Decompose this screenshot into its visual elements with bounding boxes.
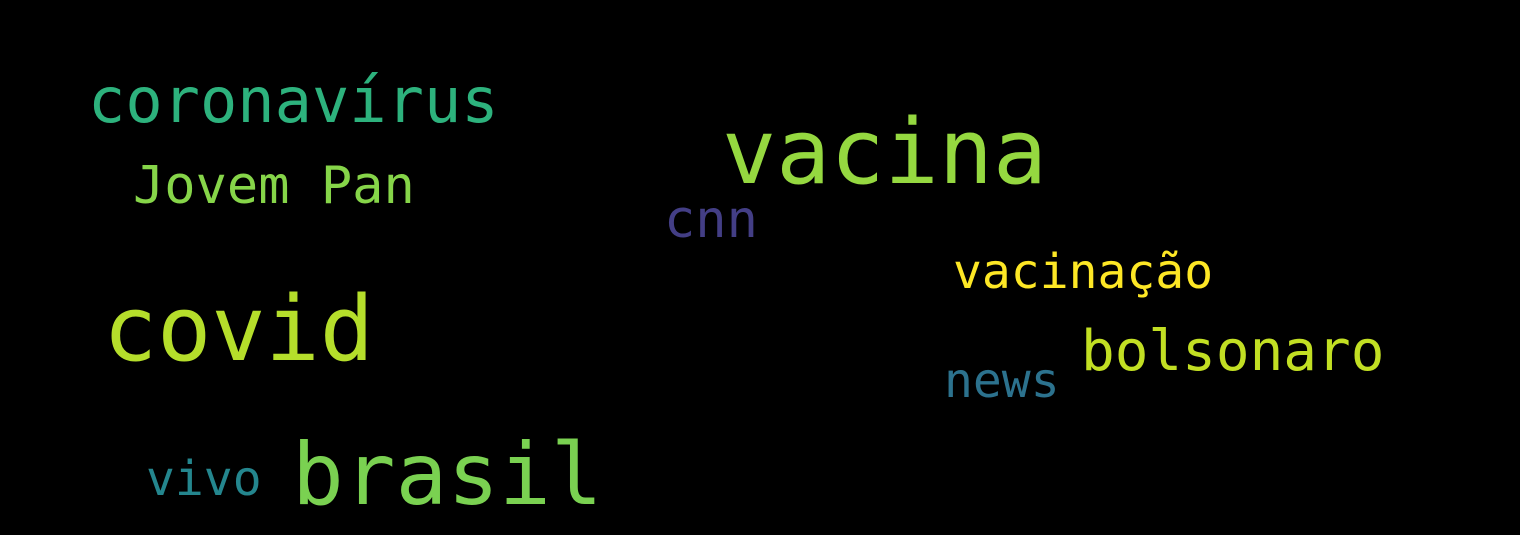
word-bolsonaro: bolsonaro [1081, 319, 1385, 384]
word-vacinacao: vacinação [953, 244, 1214, 300]
word-cnn: cnn [664, 190, 758, 250]
word-brasil: brasil [292, 425, 603, 525]
word-jovem-pan: Jovem Pan [133, 156, 415, 216]
word-vacina: vacina [722, 100, 1048, 205]
word-coronavirus: coronavírus [88, 64, 499, 137]
word-vivo: vivo [146, 451, 262, 507]
word-news: news [944, 353, 1060, 409]
word-covid: covid [103, 277, 374, 382]
